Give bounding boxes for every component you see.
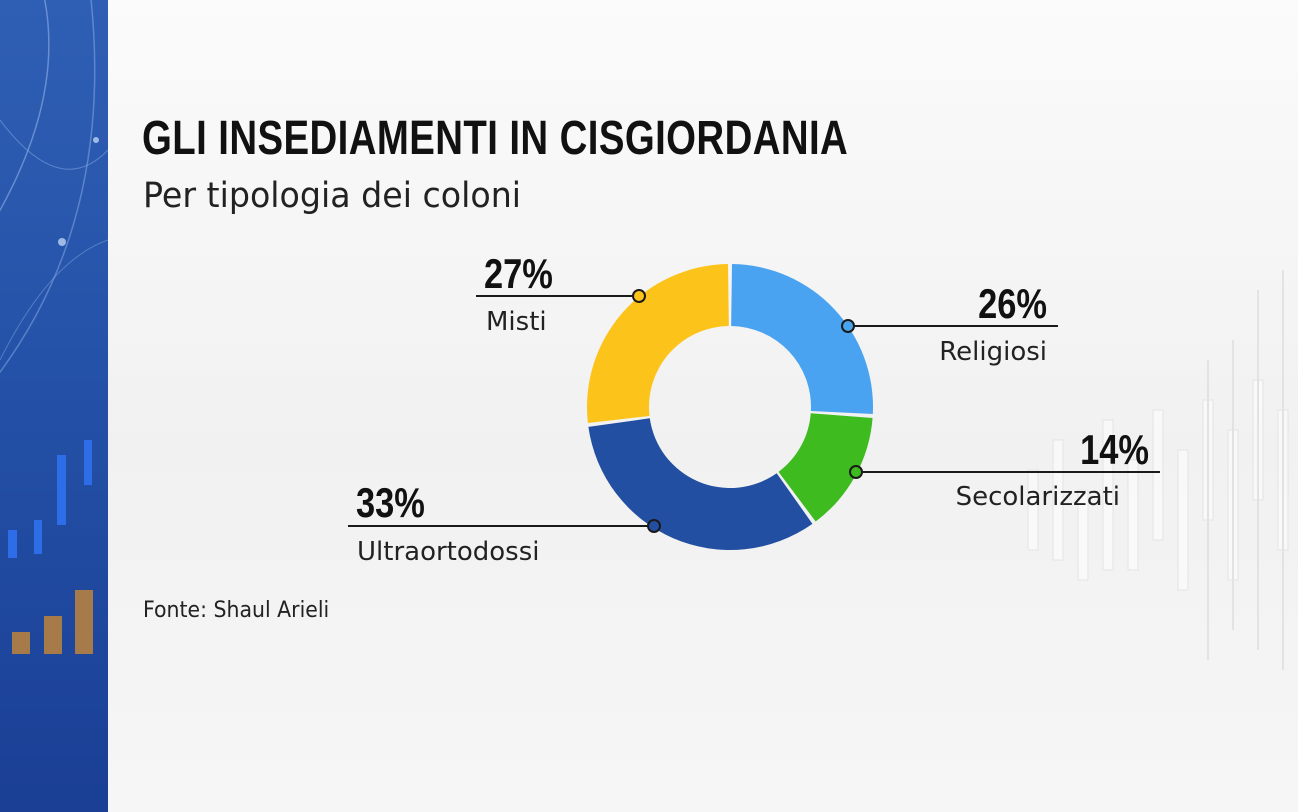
leader-dot-secolarizzati [849, 465, 863, 479]
chart-source: Fonte: Shaul Arieli [143, 598, 330, 623]
background-candles-graphic [1027, 270, 1289, 670]
value-label-religiosi: 26% [978, 281, 1047, 328]
value-label-secolarizzati: 14% [1080, 427, 1149, 474]
leader-dot-religiosi [841, 319, 855, 333]
category-label-ultraortodossi: Ultraortodossi [357, 537, 540, 567]
leader-dot-ultraortodossi [647, 519, 661, 533]
category-label-religiosi: Religiosi [939, 337, 1047, 367]
slice-religiosi [731, 264, 873, 414]
left-band-graphic [0, 0, 108, 654]
chart-panel [108, 0, 1298, 812]
chart-title: GLI INSEDIAMENTI IN CISGIORDANIA [142, 112, 849, 165]
chart-subtitle: Per tipologia dei coloni [143, 176, 522, 216]
slice-misti [586, 264, 729, 423]
slice-callouts: 26% Religiosi 14% Secolarizzati 33% Ultraorto… [348, 251, 1160, 567]
slice-ultraortodossi [588, 418, 813, 550]
leader-dot-misti [632, 289, 646, 303]
value-label-ultraortodossi: 33% [356, 480, 425, 527]
category-label-misti: Misti [486, 307, 547, 337]
category-label-secolarizzati: Secolarizzati [956, 482, 1120, 512]
value-label-misti: 27% [484, 251, 553, 298]
slice-secolarizzati [778, 413, 873, 522]
donut-slices [586, 264, 873, 550]
decorative-left-band [0, 0, 108, 812]
